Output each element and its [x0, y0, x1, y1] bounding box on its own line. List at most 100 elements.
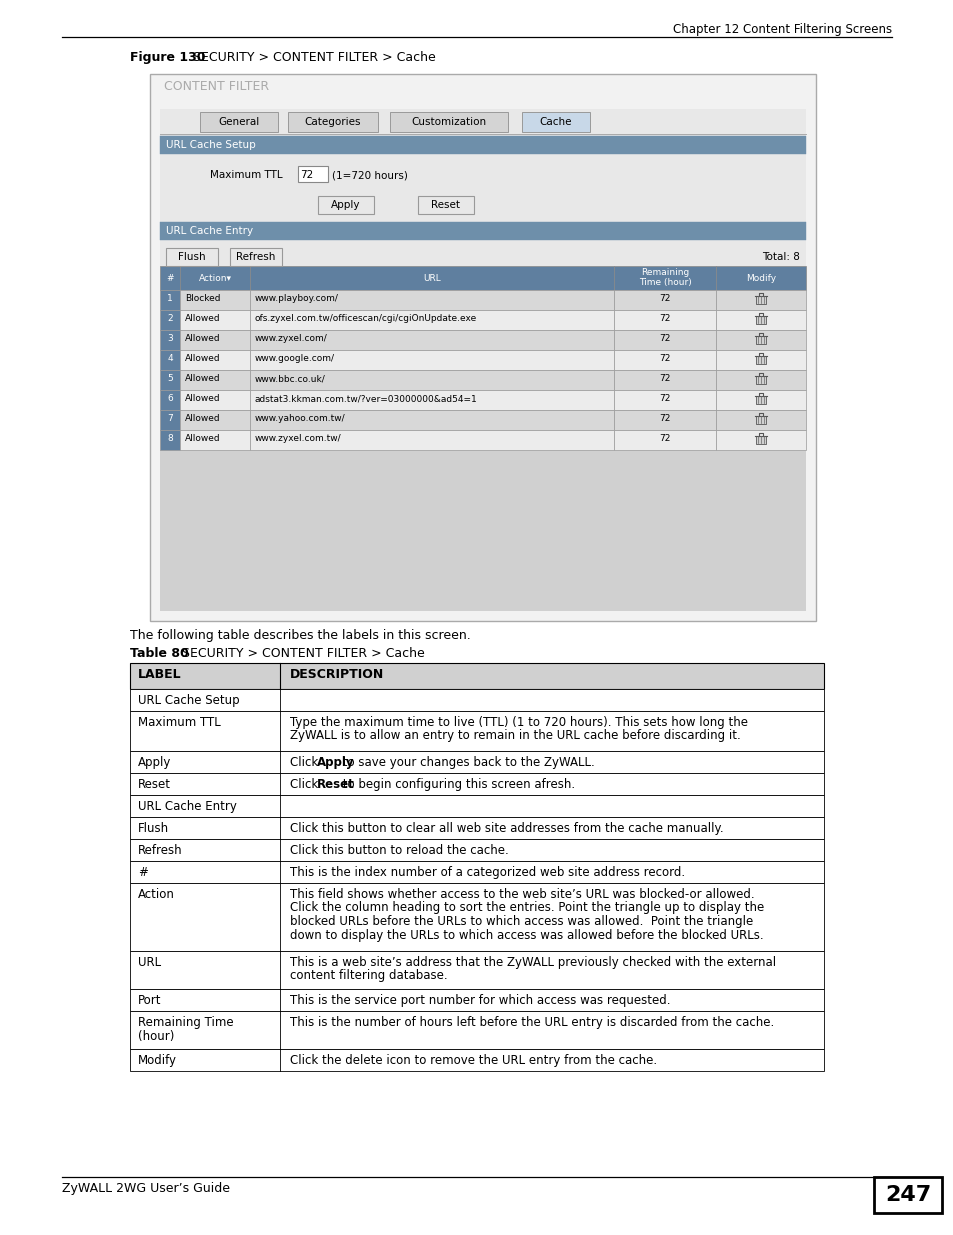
- Text: 72: 72: [659, 394, 670, 403]
- Bar: [716, 390, 805, 410]
- Text: (1=720 hours): (1=720 hours): [332, 170, 408, 180]
- Text: 3: 3: [167, 333, 172, 343]
- Bar: [130, 861, 823, 883]
- Bar: [755, 296, 765, 304]
- Text: Modify: Modify: [745, 274, 775, 283]
- Text: SECURITY > CONTENT FILTER > Cache: SECURITY > CONTENT FILTER > Cache: [193, 51, 436, 64]
- Text: content filtering database.: content filtering database.: [290, 969, 447, 983]
- Bar: [716, 290, 805, 310]
- Text: 7: 7: [167, 414, 172, 424]
- Text: Figure 130: Figure 130: [130, 51, 205, 64]
- Text: Click: Click: [290, 778, 322, 790]
- Text: 72: 72: [659, 433, 670, 443]
- Bar: [250, 290, 614, 310]
- Bar: [716, 350, 805, 370]
- Text: Maximum TTL: Maximum TTL: [210, 170, 282, 180]
- Bar: [180, 266, 250, 290]
- Bar: [390, 112, 507, 132]
- Bar: [250, 266, 614, 290]
- Text: ZyWALL 2WG User’s Guide: ZyWALL 2WG User’s Guide: [62, 1182, 230, 1195]
- Text: URL Cache Setup: URL Cache Setup: [138, 694, 239, 706]
- Bar: [250, 370, 614, 390]
- Text: Chapter 12 Content Filtering Screens: Chapter 12 Content Filtering Screens: [672, 23, 891, 36]
- Bar: [716, 410, 805, 430]
- Text: Refresh: Refresh: [138, 844, 182, 857]
- Bar: [521, 112, 589, 132]
- Text: Reset: Reset: [138, 778, 171, 790]
- Text: 1: 1: [167, 294, 172, 303]
- Bar: [160, 370, 180, 390]
- Text: 72: 72: [659, 414, 670, 424]
- Text: www.playboy.com/: www.playboy.com/: [254, 294, 338, 303]
- Text: blocked URLs before the URLs to which access was allowed.  Point the triangle: blocked URLs before the URLs to which ac…: [290, 915, 753, 927]
- Text: General: General: [218, 117, 259, 127]
- Text: 72: 72: [659, 354, 670, 363]
- Text: www.zyxel.com.tw/: www.zyxel.com.tw/: [254, 433, 341, 443]
- Bar: [160, 136, 805, 154]
- Bar: [297, 165, 328, 182]
- Text: Remaining: Remaining: [640, 268, 688, 277]
- Text: to save your changes back to the ZyWALL.: to save your changes back to the ZyWALL.: [338, 756, 594, 769]
- Bar: [130, 1049, 823, 1071]
- Bar: [150, 74, 815, 621]
- Text: Click this button to clear all web site addresses from the cache manually.: Click this button to clear all web site …: [290, 823, 723, 835]
- Bar: [130, 689, 823, 711]
- Text: Type the maximum time to live (TTL) (1 to 720 hours). This sets how long the: Type the maximum time to live (TTL) (1 t…: [290, 716, 747, 729]
- Bar: [614, 430, 716, 450]
- Text: Apply: Apply: [316, 756, 354, 769]
- Bar: [160, 310, 180, 330]
- Text: Allowed: Allowed: [185, 354, 220, 363]
- Bar: [755, 416, 765, 424]
- Bar: [200, 112, 277, 132]
- Text: 247: 247: [884, 1186, 930, 1205]
- Bar: [130, 883, 823, 951]
- Bar: [614, 330, 716, 350]
- Text: 4: 4: [167, 354, 172, 363]
- Bar: [130, 951, 823, 989]
- Text: Port: Port: [138, 994, 161, 1007]
- Text: 6: 6: [167, 394, 172, 403]
- Text: Customization: Customization: [411, 117, 486, 127]
- Bar: [873, 1177, 941, 1213]
- Bar: [130, 711, 823, 751]
- Text: Remaining Time: Remaining Time: [138, 1016, 233, 1029]
- Bar: [716, 310, 805, 330]
- Text: SECURITY > CONTENT FILTER > Cache: SECURITY > CONTENT FILTER > Cache: [182, 647, 424, 659]
- Bar: [180, 390, 250, 410]
- Bar: [180, 330, 250, 350]
- Text: Cache: Cache: [539, 117, 572, 127]
- Bar: [755, 316, 765, 324]
- Text: Refresh: Refresh: [236, 252, 275, 262]
- Bar: [180, 350, 250, 370]
- Text: Click this button to reload the cache.: Click this button to reload the cache.: [290, 844, 508, 857]
- Bar: [160, 290, 180, 310]
- Text: Flush: Flush: [138, 823, 169, 835]
- Text: Allowed: Allowed: [185, 333, 220, 343]
- Text: CONTENT FILTER: CONTENT FILTER: [164, 80, 269, 93]
- Bar: [160, 222, 805, 240]
- Bar: [250, 410, 614, 430]
- Text: www.bbc.co.uk/: www.bbc.co.uk/: [254, 374, 325, 383]
- Text: 72: 72: [299, 170, 313, 180]
- Text: Time (hour): Time (hour): [638, 278, 691, 287]
- Bar: [130, 1011, 823, 1049]
- Text: 72: 72: [659, 294, 670, 303]
- Text: down to display the URLs to which access was allowed before the blocked URLs.: down to display the URLs to which access…: [290, 929, 762, 941]
- Bar: [160, 330, 180, 350]
- Bar: [716, 430, 805, 450]
- Bar: [755, 356, 765, 364]
- Bar: [130, 795, 823, 818]
- Bar: [130, 751, 823, 773]
- Bar: [288, 112, 377, 132]
- Text: Click the column heading to sort the entries. Point the triangle up to display t: Click the column heading to sort the ent…: [290, 902, 763, 914]
- Text: Blocked: Blocked: [185, 294, 220, 303]
- Text: This is a web site’s address that the ZyWALL previously checked with the externa: This is a web site’s address that the Zy…: [290, 956, 776, 969]
- Text: This field shows whether access to the web site’s URL was blocked-or allowed.: This field shows whether access to the w…: [290, 888, 754, 902]
- Text: Allowed: Allowed: [185, 314, 220, 324]
- Bar: [180, 430, 250, 450]
- Text: This is the service port number for which access was requested.: This is the service port number for whic…: [290, 994, 670, 1007]
- Bar: [230, 248, 282, 266]
- Bar: [130, 839, 823, 861]
- Text: www.google.com/: www.google.com/: [254, 354, 335, 363]
- Bar: [250, 330, 614, 350]
